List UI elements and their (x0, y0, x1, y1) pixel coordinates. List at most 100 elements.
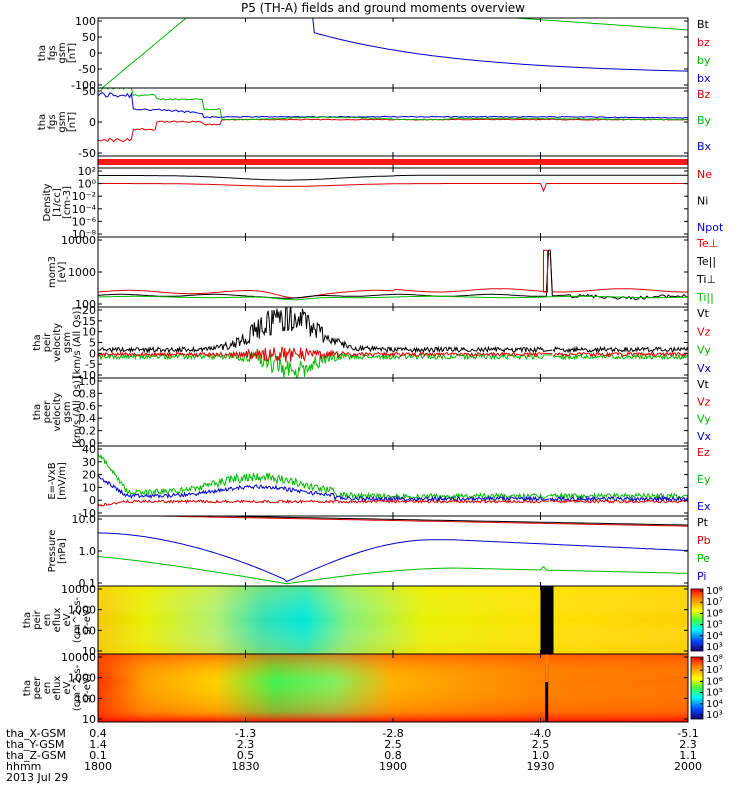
legend-Pe: Pe (697, 552, 710, 565)
By-series (100, 88, 688, 121)
ytick-label: 10 (82, 645, 96, 658)
ytick-label: 0.6 (79, 400, 97, 413)
legend-Ez: Ez (697, 446, 710, 459)
legend-bx: bx (697, 72, 711, 85)
colorbar-1 (690, 656, 704, 720)
panel-frame-0 (97, 17, 689, 89)
legend-Pb: Pb (697, 534, 711, 547)
ylabel-line: gsm (62, 401, 73, 422)
ytick-label: -100 (71, 79, 96, 92)
colorbar-label: 10⁷ (706, 665, 723, 676)
ylabel-line: tha (22, 680, 33, 696)
ytick-label: 0.1 (79, 577, 97, 590)
ylabel-line: [mV/m] (57, 462, 68, 500)
colorbar-label: 10⁶ (706, 676, 723, 687)
ytick-label: 10 (82, 326, 96, 339)
ytick-label: 1.0 (79, 545, 97, 558)
ytick-label: 1.0 (79, 375, 97, 388)
x-axis-table: tha_X-GSM tha_Y-GSM tha_Z-GSM hhmm 2013 … (6, 727, 68, 784)
ylabel-line: [nPa] (57, 538, 68, 564)
Ez-series (98, 499, 688, 507)
xaxis-value: 0.1 (89, 749, 107, 762)
xaxis-value: -4.0 (530, 727, 551, 740)
Pi-series (98, 532, 688, 583)
ylabel-line: E=-VxB (47, 462, 58, 499)
legend-Ti||: Ti|| (696, 291, 714, 304)
ytick-label: 0.8 (79, 387, 97, 400)
ylabel-line: peir (42, 332, 53, 352)
legend-Ti⊥: Ti⊥ (696, 273, 716, 286)
panel-frame-7 (97, 445, 689, 517)
xaxis-value: 1.4 (89, 738, 107, 751)
legend-Vz: Vz (697, 395, 711, 408)
bx-series (312, 18, 688, 72)
ylabel-line: tha (22, 612, 33, 628)
ytick-label: 10⁻² (72, 190, 96, 203)
xaxis-value: 1930 (527, 760, 555, 773)
ytick-label: 0.2 (79, 425, 97, 438)
data-gap-10 (545, 664, 549, 722)
ytick-label: 0 (89, 347, 96, 360)
x-date-label: 2013 Jul 29 (6, 771, 68, 784)
ytick-label: 10² (78, 165, 96, 178)
legend-Npot: Npot (697, 221, 724, 234)
ylabel-line: gsm (57, 42, 68, 63)
legend-Bx: Bx (697, 140, 712, 153)
Ex-series (98, 475, 688, 503)
colorbar-label: 10⁸ (706, 654, 723, 665)
ylabel-line: peer (32, 676, 43, 700)
legend-Vy: Vy (697, 344, 711, 357)
Ni-series (98, 174, 688, 181)
legend-Vx: Vx (697, 362, 712, 375)
ytick-label: 0 (89, 494, 96, 507)
legend-Te||: Te|| (696, 255, 716, 268)
legend-Te⊥: Te⊥ (696, 237, 718, 250)
ylabel-line: tha (37, 45, 48, 61)
xaxis-value: 2.5 (532, 738, 550, 751)
ylabel-line: gsm (57, 111, 68, 132)
xaxis-value: -2.8 (382, 727, 403, 740)
ytick-label: 5 (89, 337, 96, 350)
ylabel-line: fgs (47, 45, 58, 60)
figure-title: P5 (TH-A) fields and ground moments over… (241, 1, 525, 15)
legend-Ey: Ey (697, 473, 711, 486)
legend-Vz: Vz (697, 325, 711, 338)
legend-By: By (697, 114, 712, 127)
ytick-label: 100 (75, 298, 96, 311)
xaxis-value: 1.1 (679, 749, 697, 762)
ytick-label: 1000 (68, 266, 96, 279)
ylabel-line: tha (37, 114, 48, 130)
panel-frame-6 (97, 377, 689, 447)
xrow-label-3: hhmm (6, 760, 41, 773)
ylabel-line: eV (62, 613, 73, 626)
ylabel-line: [nT] (67, 43, 78, 63)
ytick-label: 40 (82, 443, 96, 456)
ytick-label: 10 (82, 481, 96, 494)
legend-Vy: Vy (697, 413, 711, 426)
ytick-label: 10⁻⁸ (72, 228, 97, 241)
ylabel-line: [eV] (57, 262, 68, 283)
ylabel-line: peir (32, 609, 43, 629)
ytick-label: -10 (78, 369, 96, 382)
ytick-label: 0.0 (79, 437, 97, 450)
colorbar-label: 10⁷ (706, 597, 723, 608)
ytick-label: 15 (82, 315, 96, 328)
ylabel-line: peer (42, 400, 53, 424)
colorbar-label: 10⁴ (706, 631, 723, 642)
Pe-series (98, 556, 688, 585)
legend-Vt: Vt (697, 378, 710, 391)
data-gap-9 (540, 586, 554, 654)
ytick-label: 20 (82, 469, 96, 482)
ytick-label: 1000 (68, 672, 96, 685)
xaxis-value: 1800 (84, 760, 112, 773)
xaxis-value: 2.5 (384, 738, 402, 751)
Ti-par-series (98, 295, 688, 301)
ylabel-line: velocity (52, 392, 63, 431)
ytick-label: 100 (75, 692, 96, 705)
Te-perp-series (98, 253, 688, 299)
quality-flag-bar (98, 159, 688, 165)
ylabel-line: tha (32, 334, 43, 350)
legend-Vx: Vx (697, 430, 712, 443)
ytick-label: 10 (82, 713, 96, 726)
spike-marker (542, 249, 548, 293)
